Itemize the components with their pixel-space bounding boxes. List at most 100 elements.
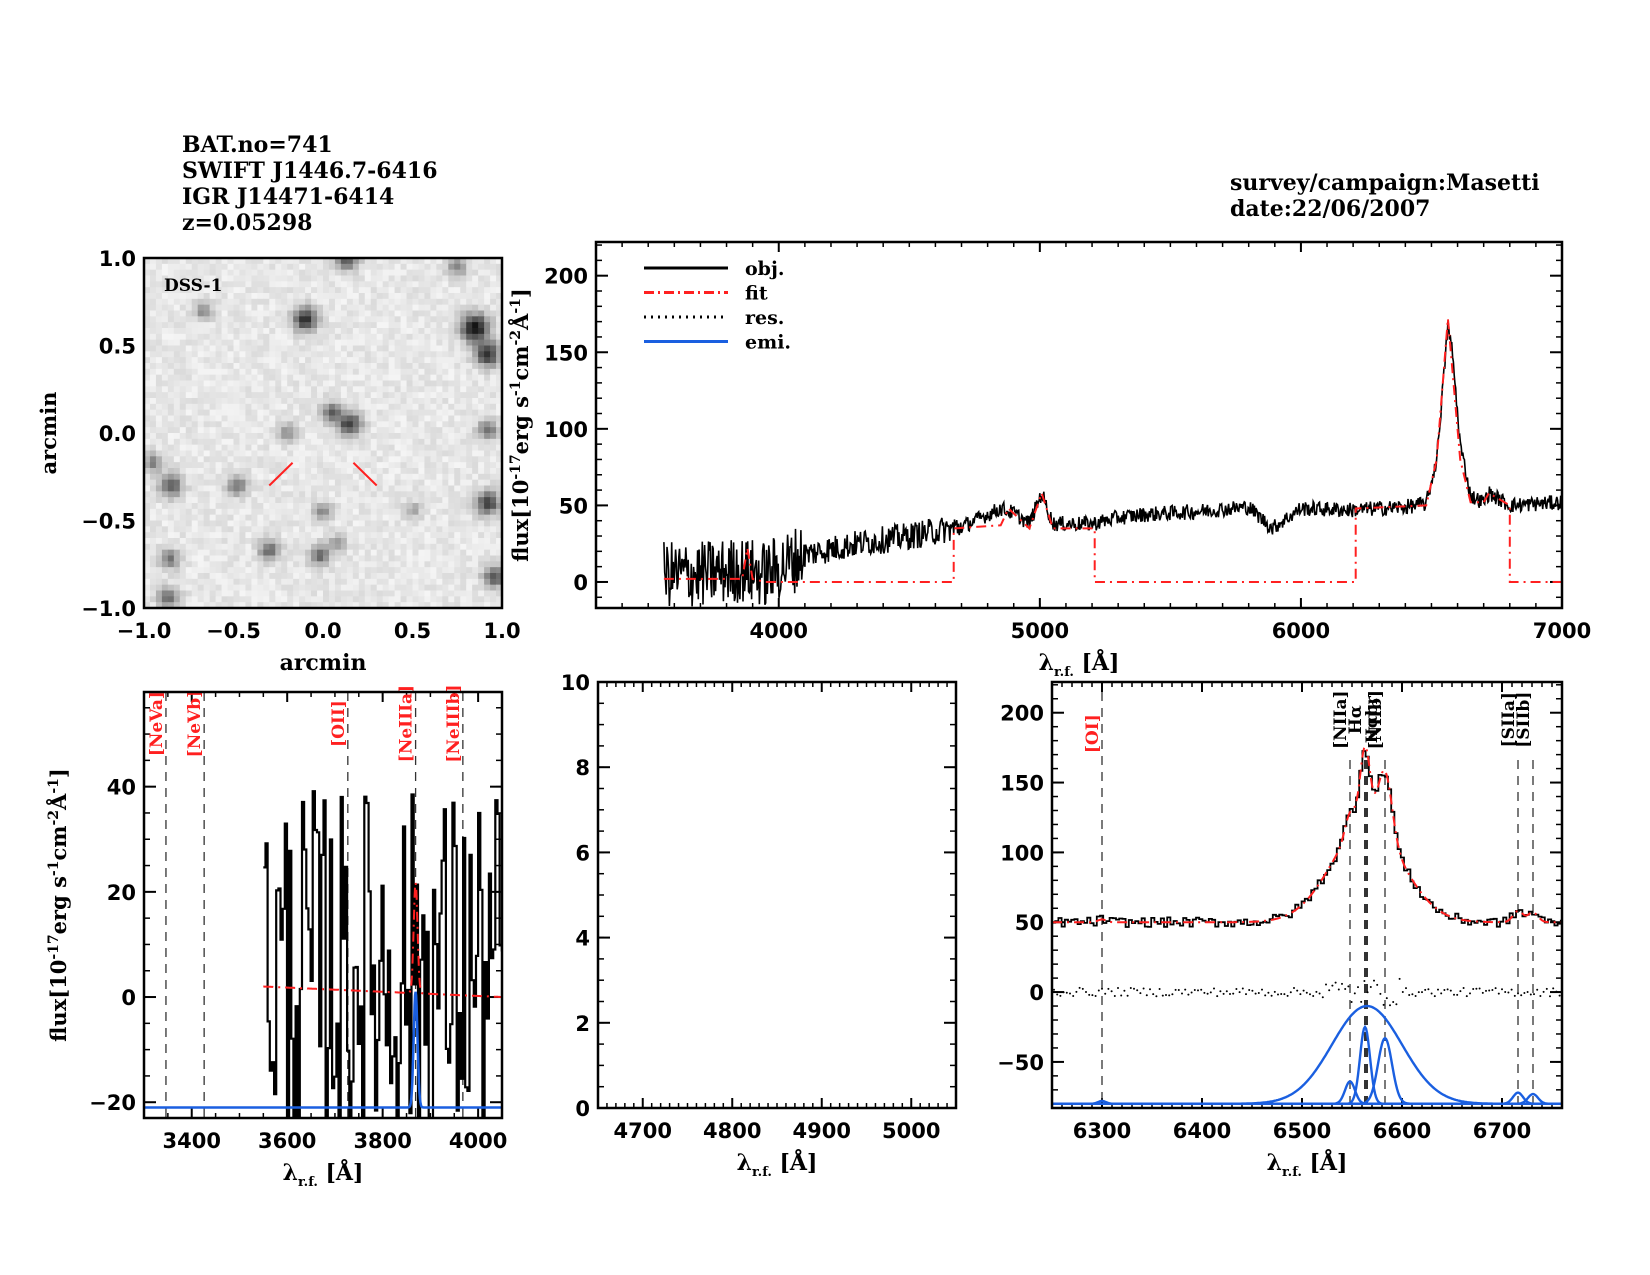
dss-pixel xyxy=(179,543,187,551)
dss-pixel xyxy=(305,567,312,574)
dss-pixel xyxy=(346,304,354,312)
dss-pixel xyxy=(197,269,205,277)
dss-pixel xyxy=(424,503,431,510)
dss-pixel xyxy=(340,298,348,306)
dss-pixel xyxy=(496,549,502,557)
dss-pixel xyxy=(388,514,396,522)
dss-pixel xyxy=(317,333,324,341)
dss-pixel xyxy=(418,339,426,347)
dss-pixel xyxy=(317,328,324,335)
dss-pixel xyxy=(305,287,312,294)
dss-pixel xyxy=(227,258,235,265)
dss-pixel xyxy=(287,497,294,504)
dss-pixel xyxy=(382,561,390,568)
dss-pixel xyxy=(233,339,241,347)
dss-pixel xyxy=(490,433,497,440)
dss-pixel xyxy=(263,473,270,481)
dss-pixel xyxy=(454,328,461,335)
dss-pixel xyxy=(239,380,247,387)
dss-pixel xyxy=(418,392,426,399)
dss-pixel xyxy=(394,526,402,533)
dss-pixel xyxy=(376,514,384,522)
dss-pixel xyxy=(275,263,282,271)
dss-pixel xyxy=(293,409,300,417)
dss-pixel xyxy=(293,590,300,597)
dss-pixel xyxy=(412,485,420,492)
dss-pixel xyxy=(323,479,330,487)
dss-pixel xyxy=(251,573,258,580)
dss-pixel xyxy=(305,263,312,271)
dss-pixel xyxy=(305,485,312,492)
dss-pixel xyxy=(334,339,342,347)
dss-pixel xyxy=(454,450,461,457)
dss-pixel xyxy=(227,374,235,382)
dss-pixel xyxy=(149,497,157,504)
dss-pixel xyxy=(442,503,449,510)
dss-pixel xyxy=(185,578,193,586)
dss-pixel xyxy=(358,380,366,387)
dss-pixel xyxy=(406,357,414,364)
object-spectrum-line xyxy=(1052,750,1562,928)
dss-pixel xyxy=(263,293,270,300)
dss-pixel xyxy=(161,503,169,510)
dss-pixel xyxy=(149,287,157,294)
dss-pixel xyxy=(370,322,378,329)
dss-pixel xyxy=(191,374,199,382)
dss-pixel xyxy=(311,438,318,446)
dss-pixel xyxy=(418,421,426,428)
dss-pixel xyxy=(221,298,229,306)
dss-pixel xyxy=(239,602,247,608)
dss-pixel xyxy=(191,281,199,288)
dss-pixel xyxy=(197,287,205,294)
dss-pixel xyxy=(191,415,199,422)
dss-pixel xyxy=(478,368,485,376)
dss-pixel xyxy=(364,339,372,347)
dss-pixel xyxy=(460,444,467,452)
dss-pixel xyxy=(155,532,163,539)
dss-pixel xyxy=(191,456,199,463)
dss-pixel xyxy=(376,351,384,358)
dss-pixel xyxy=(269,258,276,265)
dss-pixel xyxy=(328,374,336,382)
dss-pixel xyxy=(454,543,461,551)
dss-pixel xyxy=(209,532,217,539)
dss-pixel xyxy=(334,351,342,358)
dss-pixel xyxy=(155,409,163,417)
dss-pixel xyxy=(299,549,306,557)
dss-pixel xyxy=(269,380,276,387)
dss-pixel xyxy=(448,322,455,329)
dss-pixel xyxy=(394,380,402,387)
dss-pixel xyxy=(311,345,318,352)
dss-pixel xyxy=(442,351,449,358)
dss-pixel xyxy=(388,479,396,487)
dss-pixel xyxy=(448,602,455,608)
dss-pixel xyxy=(334,538,342,545)
dss-pixel xyxy=(185,363,193,370)
residual-point xyxy=(1437,988,1439,991)
dss-pixel xyxy=(269,578,276,586)
dss-pixel xyxy=(388,438,396,446)
dss-pixel xyxy=(484,590,491,597)
dss-pixel xyxy=(472,333,479,341)
dss-pixel xyxy=(263,333,270,341)
dss-pixel xyxy=(490,398,497,405)
dss-pixel xyxy=(215,520,223,527)
y-axis-label: flux[10-17erg s-1cm-2Å-1] xyxy=(46,768,71,1042)
dss-pixel xyxy=(412,421,420,428)
dss-pixel xyxy=(328,479,336,487)
dss-pixel xyxy=(144,287,151,294)
dss-pixel xyxy=(251,298,258,306)
dss-pixel xyxy=(269,602,276,608)
dss-pixel xyxy=(203,363,211,370)
dss-pixel xyxy=(185,438,193,446)
dss-pixel xyxy=(191,532,199,539)
dss-pixel xyxy=(293,392,300,399)
dss-pixel xyxy=(364,468,372,475)
dss-pixel xyxy=(364,555,372,562)
dss-pixel xyxy=(352,287,360,294)
dss-pixel xyxy=(460,398,467,405)
dss-pixel xyxy=(269,433,276,440)
dss-pixel xyxy=(436,479,443,487)
dss-pixel xyxy=(293,374,300,382)
dss-pixel xyxy=(191,584,199,592)
